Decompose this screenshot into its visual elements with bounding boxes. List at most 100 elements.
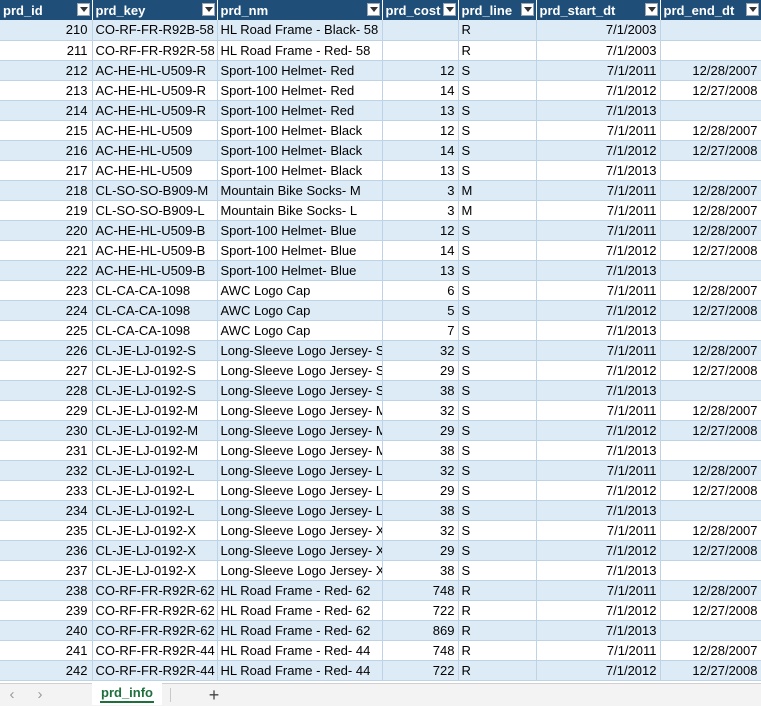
spreadsheet-grid[interactable]: prd_id prd_key prd_nm prd_cost prd_line … [0,0,761,683]
cell-prd-start-dt[interactable]: 7/1/2013 [536,380,661,400]
cell-prd-nm[interactable]: HL Road Frame - Red- 44 [217,660,383,680]
cell-prd-line[interactable]: S [458,100,537,120]
cell-prd-line[interactable]: S [458,500,537,520]
cell-prd-key[interactable]: AC-HE-HL-U509-B [92,260,218,280]
cell-prd-line[interactable]: R [458,40,537,60]
cell-prd-start-dt[interactable]: 7/1/2011 [536,60,661,80]
cell-prd-key[interactable]: CO-RF-FR-R92R-62 [92,580,218,600]
cell-prd-key[interactable]: CL-SO-SO-B909-L [92,200,218,220]
cell-prd-start-dt[interactable]: 7/1/2011 [536,180,661,200]
cell-prd-nm[interactable]: Sport-100 Helmet- Red [217,80,383,100]
filter-dropdown-icon[interactable] [76,3,90,16]
cell-prd-id[interactable]: 227 [0,360,93,380]
cell-prd-end-dt[interactable] [660,320,761,340]
cell-prd-nm[interactable]: Sport-100 Helmet- Blue [217,240,383,260]
cell-prd-start-dt[interactable]: 7/1/2013 [536,440,661,460]
cell-prd-nm[interactable]: Sport-100 Helmet- Black [217,140,383,160]
cell-prd-id[interactable]: 236 [0,540,93,560]
cell-prd-key[interactable]: AC-HE-HL-U509-R [92,60,218,80]
cell-prd-line[interactable]: S [458,300,537,320]
cell-prd-key[interactable]: CL-JE-LJ-0192-L [92,460,218,480]
cell-prd-cost[interactable] [382,20,459,40]
cell-prd-end-dt[interactable]: 12/27/2008 [660,300,761,320]
cell-prd-nm[interactable]: Long-Sleeve Logo Jersey- M [217,400,383,420]
cell-prd-line[interactable]: R [458,640,537,660]
cell-prd-line[interactable]: S [458,520,537,540]
cell-prd-end-dt[interactable]: 12/27/2008 [660,540,761,560]
cell-prd-start-dt[interactable]: 7/1/2003 [536,20,661,40]
cell-prd-end-dt[interactable]: 12/28/2007 [660,200,761,220]
cell-prd-id[interactable]: 213 [0,80,93,100]
cell-prd-end-dt[interactable]: 12/28/2007 [660,60,761,80]
filter-dropdown-icon[interactable] [644,3,658,16]
cell-prd-key[interactable]: AC-HE-HL-U509 [92,160,218,180]
cell-prd-cost[interactable]: 5 [382,300,459,320]
cell-prd-cost[interactable]: 14 [382,80,459,100]
cell-prd-start-dt[interactable]: 7/1/2011 [536,460,661,480]
cell-prd-end-dt[interactable] [660,20,761,40]
cell-prd-end-dt[interactable]: 12/28/2007 [660,220,761,240]
cell-prd-nm[interactable]: Long-Sleeve Logo Jersey- XI [217,520,383,540]
filter-dropdown-icon[interactable] [366,3,380,16]
cell-prd-start-dt[interactable]: 7/1/2013 [536,560,661,580]
cell-prd-nm[interactable]: AWC Logo Cap [217,300,383,320]
cell-prd-end-dt[interactable] [660,440,761,460]
cell-prd-end-dt[interactable] [660,260,761,280]
cell-prd-nm[interactable]: Sport-100 Helmet- Red [217,100,383,120]
cell-prd-nm[interactable]: Sport-100 Helmet- Blue [217,260,383,280]
column-header[interactable]: prd_cost [382,0,459,20]
cell-prd-end-dt[interactable]: 12/27/2008 [660,420,761,440]
cell-prd-id[interactable]: 211 [0,40,93,60]
cell-prd-end-dt[interactable]: 12/28/2007 [660,340,761,360]
cell-prd-start-dt[interactable]: 7/1/2013 [536,160,661,180]
filter-dropdown-icon[interactable] [520,3,534,16]
cell-prd-end-dt[interactable]: 12/27/2008 [660,600,761,620]
cell-prd-id[interactable]: 233 [0,480,93,500]
cell-prd-end-dt[interactable]: 12/28/2007 [660,460,761,480]
cell-prd-line[interactable]: S [458,460,537,480]
cell-prd-start-dt[interactable]: 7/1/2011 [536,520,661,540]
cell-prd-cost[interactable]: 3 [382,200,459,220]
cell-prd-end-dt[interactable]: 12/27/2008 [660,140,761,160]
scroll-tabs-left-icon[interactable]: ‹ [9,686,15,703]
cell-prd-id[interactable]: 226 [0,340,93,360]
cell-prd-nm[interactable]: Sport-100 Helmet- Black [217,160,383,180]
cell-prd-id[interactable]: 217 [0,160,93,180]
cell-prd-start-dt[interactable]: 7/1/2012 [536,660,661,680]
cell-prd-nm[interactable]: AWC Logo Cap [217,320,383,340]
cell-prd-key[interactable]: CL-SO-SO-B909-M [92,180,218,200]
cell-prd-line[interactable]: S [458,80,537,100]
cell-prd-cost[interactable]: 748 [382,640,459,660]
cell-prd-key[interactable]: CL-JE-LJ-0192-L [92,500,218,520]
filter-dropdown-icon[interactable] [442,3,456,16]
cell-prd-key[interactable]: AC-HE-HL-U509-B [92,240,218,260]
cell-prd-end-dt[interactable] [660,160,761,180]
cell-prd-id[interactable]: 237 [0,560,93,580]
cell-prd-end-dt[interactable]: 12/27/2008 [660,480,761,500]
cell-prd-end-dt[interactable] [660,560,761,580]
cell-prd-nm[interactable]: HL Road Frame - Red- 62 [217,620,383,640]
cell-prd-key[interactable]: CL-JE-LJ-0192-X [92,560,218,580]
cell-prd-start-dt[interactable]: 7/1/2012 [536,420,661,440]
cell-prd-end-dt[interactable] [660,380,761,400]
cell-prd-cost[interactable]: 14 [382,240,459,260]
cell-prd-end-dt[interactable]: 12/27/2008 [660,360,761,380]
cell-prd-key[interactable]: CO-RF-FR-R92R-62 [92,600,218,620]
cell-prd-nm[interactable]: HL Road Frame - Red- 58 [217,40,383,60]
column-header[interactable]: prd_nm [217,0,383,20]
cell-prd-end-dt[interactable]: 12/28/2007 [660,520,761,540]
cell-prd-cost[interactable]: 7 [382,320,459,340]
cell-prd-nm[interactable]: Long-Sleeve Logo Jersey- XI [217,540,383,560]
cell-prd-nm[interactable]: Long-Sleeve Logo Jersey- S [217,380,383,400]
cell-prd-start-dt[interactable]: 7/1/2012 [536,240,661,260]
cell-prd-line[interactable]: R [458,660,537,680]
cell-prd-key[interactable]: CO-RF-FR-R92R-44 [92,660,218,680]
column-header[interactable]: prd_end_dt [660,0,761,20]
cell-prd-id[interactable]: 212 [0,60,93,80]
cell-prd-key[interactable]: AC-HE-HL-U509-R [92,80,218,100]
cell-prd-cost[interactable]: 12 [382,60,459,80]
cell-prd-line[interactable]: S [458,280,537,300]
cell-prd-key[interactable]: CO-RF-FR-R92R-44 [92,640,218,660]
cell-prd-line[interactable]: S [458,560,537,580]
cell-prd-id[interactable]: 221 [0,240,93,260]
